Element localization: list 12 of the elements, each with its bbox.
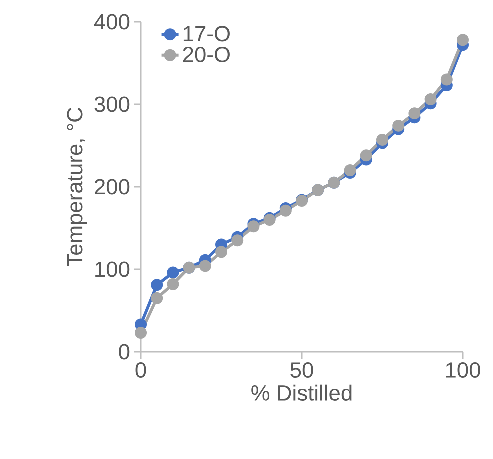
y-tick-label: 200 [95, 179, 130, 195]
x-tick-label: 0 [136, 362, 146, 378]
x-tick-label: 100 [446, 362, 480, 378]
x-tick-label: 50 [290, 362, 314, 378]
y-tick-label: 300 [94, 96, 130, 112]
y-tick-label: 0 [119, 344, 130, 360]
legend-label: 20-O [183, 46, 230, 62]
y-tick-label: 100 [96, 262, 130, 278]
x-axis-title: % Distilled [252, 384, 352, 401]
y-tick-label: 400 [94, 14, 130, 30]
y-axis-title: Temperature, °C [67, 108, 88, 266]
legend-label: 17-O [184, 26, 230, 42]
